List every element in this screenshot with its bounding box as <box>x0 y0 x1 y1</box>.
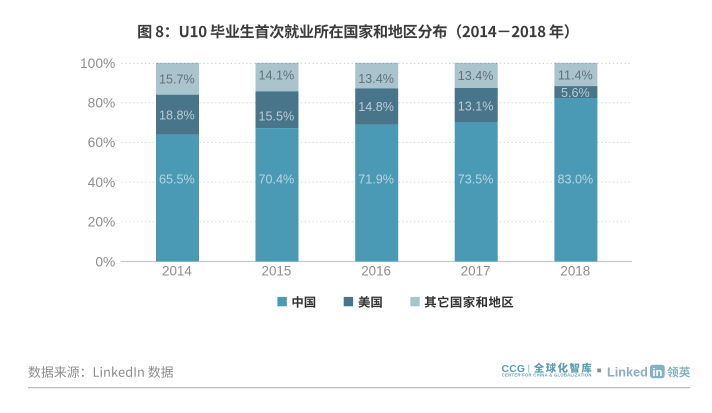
svg-text:13.1%: 13.1% <box>458 100 494 114</box>
svg-text:14.1%: 14.1% <box>259 68 295 82</box>
svg-text:20%: 20% <box>88 215 116 230</box>
svg-text:73.5%: 73.5% <box>458 173 494 187</box>
svg-text:15.5%: 15.5% <box>259 110 295 124</box>
svg-text:83.0%: 83.0% <box>557 173 593 187</box>
svg-text:71.9%: 71.9% <box>358 173 394 187</box>
svg-text:18.8%: 18.8% <box>159 108 195 122</box>
svg-text:2017: 2017 <box>461 264 491 279</box>
svg-text:100%: 100% <box>80 56 115 71</box>
svg-text:5.6%: 5.6% <box>561 86 590 100</box>
svg-text:14.8%: 14.8% <box>358 100 394 114</box>
svg-text:80%: 80% <box>88 96 116 111</box>
svg-text:40%: 40% <box>88 175 116 190</box>
svg-text:11.4%: 11.4% <box>558 68 593 82</box>
svg-text:CCG: CCG <box>502 364 526 375</box>
svg-text:13.4%: 13.4% <box>458 69 494 83</box>
svg-text:70.4%: 70.4% <box>259 173 295 187</box>
svg-text:2014: 2014 <box>162 264 192 279</box>
svg-text:in: in <box>652 367 662 379</box>
svg-text:2015: 2015 <box>262 264 292 279</box>
svg-text:2018: 2018 <box>560 264 590 279</box>
svg-text:Linked: Linked <box>607 366 648 380</box>
svg-text:13.4%: 13.4% <box>358 72 394 86</box>
svg-text:CENTER FOR CHINA & GLOBALIZATI: CENTER FOR CHINA & GLOBALIZATION <box>502 372 592 377</box>
svg-text:15.7%: 15.7% <box>159 73 195 87</box>
svg-text:0%: 0% <box>95 254 115 269</box>
svg-text:65.5%: 65.5% <box>159 173 195 187</box>
svg-text:60%: 60% <box>88 135 116 150</box>
svg-text:2016: 2016 <box>361 264 391 279</box>
